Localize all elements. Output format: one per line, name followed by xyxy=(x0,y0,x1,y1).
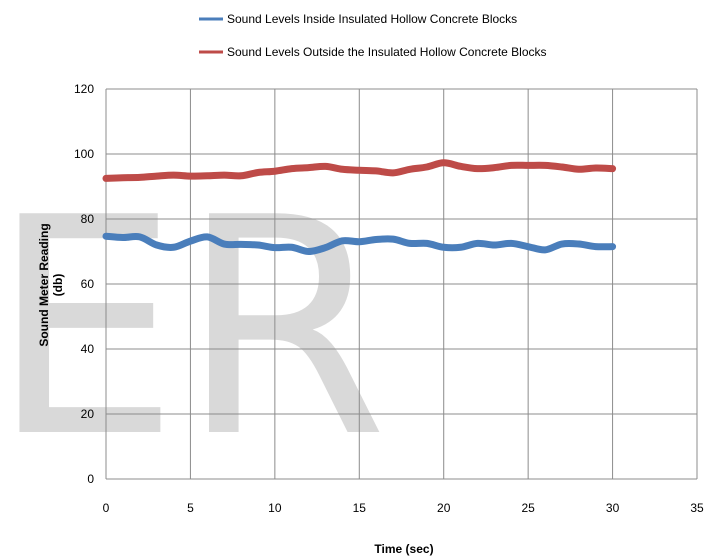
y-tick-label: 0 xyxy=(87,472,94,486)
y-axis-title-line-2: (db) xyxy=(51,274,65,297)
x-tick-label: 30 xyxy=(606,501,620,515)
y-tick-label: 60 xyxy=(81,277,95,291)
watermark-text: ER xyxy=(0,154,388,503)
x-tick-label: 25 xyxy=(521,501,535,515)
x-tick-label: 10 xyxy=(268,501,282,515)
y-tick-label: 80 xyxy=(81,212,95,226)
y-tick-label: 20 xyxy=(81,407,95,421)
legend-label-inside: Sound Levels Inside Insulated Hollow Con… xyxy=(227,12,517,26)
series-line-inside xyxy=(102,232,617,256)
y-tick-label: 40 xyxy=(81,342,95,356)
x-tick-label: 15 xyxy=(353,501,367,515)
x-tick-label: 0 xyxy=(103,501,110,515)
tick-labels: 0 5 10 15 20 25 30 35 0 20 40 60 80 100 120 xyxy=(74,82,704,515)
y-tick-label: 100 xyxy=(74,147,94,161)
series-lines xyxy=(102,159,617,256)
x-tick-label: 20 xyxy=(437,501,451,515)
y-tick-label: 120 xyxy=(74,82,94,96)
grid-lines xyxy=(105,88,698,480)
series-line-outside xyxy=(102,159,617,182)
y-axis-title: Sound Meter Reading (db) xyxy=(37,223,65,346)
x-tick-label: 5 xyxy=(187,501,194,515)
legend: Sound Levels Inside Insulated Hollow Con… xyxy=(199,12,547,59)
legend-label-outside: Sound Levels Outside the Insulated Hollo… xyxy=(227,45,547,59)
x-axis-title: Time (sec) xyxy=(374,542,433,556)
y-axis-title-line-1: Sound Meter Reading xyxy=(37,223,51,346)
x-tick-label: 35 xyxy=(690,501,704,515)
